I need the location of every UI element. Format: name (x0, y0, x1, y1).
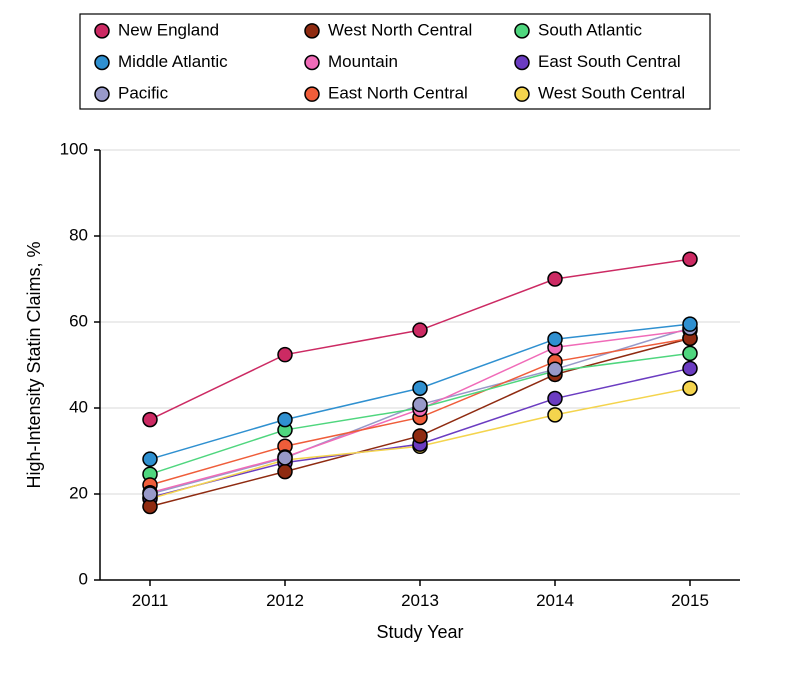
legend-label: East North Central (328, 84, 468, 103)
legend-label: New England (118, 20, 219, 39)
series-marker (278, 348, 292, 362)
legend-label: West South Central (538, 84, 685, 103)
series-marker (683, 317, 697, 331)
y-tick-label: 0 (79, 569, 88, 588)
series-marker (548, 408, 562, 422)
x-tick-label: 2011 (132, 591, 169, 610)
series-marker (548, 332, 562, 346)
y-axis-label: High-Intensity Statin Claims, % (24, 241, 44, 488)
legend-label: West North Central (328, 20, 472, 39)
legend-marker (305, 24, 319, 38)
y-tick-label: 40 (69, 397, 88, 416)
legend-marker (95, 24, 109, 38)
series-marker (413, 381, 427, 395)
legend-label: Middle Atlantic (118, 52, 228, 71)
series-marker (143, 487, 157, 501)
x-tick-label: 2015 (671, 591, 709, 610)
y-tick-label: 60 (69, 311, 88, 330)
legend-marker (95, 87, 109, 101)
series-marker (143, 413, 157, 427)
y-tick-label: 20 (69, 483, 88, 502)
x-tick-label: 2013 (401, 591, 439, 610)
x-tick-label: 2014 (536, 591, 574, 610)
series-marker (683, 252, 697, 266)
series-marker (278, 465, 292, 479)
legend-marker (515, 24, 529, 38)
line-chart: 0 20 40 60 80 100 2011 2012 2013 2014 2015 Study Ye… (0, 0, 794, 679)
legend-marker (305, 87, 319, 101)
series-marker (548, 392, 562, 406)
series-marker (278, 451, 292, 465)
legend-marker (515, 87, 529, 101)
series-marker (413, 323, 427, 337)
series-marker (683, 346, 697, 360)
legend-marker (305, 56, 319, 70)
series-marker (413, 398, 427, 412)
series-marker (683, 361, 697, 375)
series-marker (548, 272, 562, 286)
legend-marker (95, 56, 109, 70)
x-tick-label: 2012 (266, 591, 304, 610)
legend-label: South Atlantic (538, 20, 642, 39)
legend-label: East South Central (538, 52, 681, 71)
y-tick-label: 100 (60, 139, 88, 158)
series-marker (278, 413, 292, 427)
y-tick-label: 80 (69, 225, 88, 244)
legend-marker (515, 56, 529, 70)
series-marker (143, 452, 157, 466)
legend-label: Mountain (328, 52, 398, 71)
x-axis-label: Study Year (376, 622, 463, 642)
chart-container: 0 20 40 60 80 100 2011 2012 2013 2014 2015 Study Ye… (0, 0, 794, 679)
series-marker (683, 381, 697, 395)
series-marker (413, 429, 427, 443)
legend-label: Pacific (118, 84, 169, 103)
series-marker (548, 362, 562, 376)
